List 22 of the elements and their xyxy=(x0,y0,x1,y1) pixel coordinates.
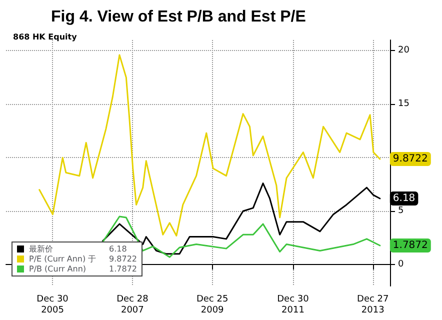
legend-label: P/E (Curr Ann) 于 xyxy=(29,254,96,264)
y-tick-label: 20 xyxy=(398,46,410,56)
data-label: 6.18 xyxy=(392,193,416,204)
x-tick-label: Dec 27 2013 xyxy=(357,294,389,316)
x-tick-label: Dec 30 2011 xyxy=(277,294,310,316)
chart-title: Fig 4. View of Est P/B and Est P/E xyxy=(51,8,306,26)
text: 6.18 xyxy=(109,244,127,254)
chart-subtitle: 868 HK Equity xyxy=(13,32,78,42)
text: 9.8722 xyxy=(109,254,137,264)
line-series xyxy=(102,182,381,255)
y-tick-label: 5 xyxy=(398,206,404,216)
y-tick-label: 0 xyxy=(398,260,404,270)
x-tick-label: Dec 30 2005 xyxy=(36,294,69,316)
x-tick-label: Dec 28 2007 xyxy=(116,294,149,316)
data-label: 1.7872 xyxy=(392,240,428,251)
data-label: 9.8722 xyxy=(392,154,428,165)
text: 1.7872 xyxy=(109,264,137,274)
line-series xyxy=(38,54,381,236)
legend-label: 最新价 xyxy=(29,244,53,254)
x-tick-label: Dec 25 2009 xyxy=(196,294,228,316)
legend-label: P/B (Curr Ann) xyxy=(29,264,86,274)
y-tick-label: 15 xyxy=(398,99,410,110)
